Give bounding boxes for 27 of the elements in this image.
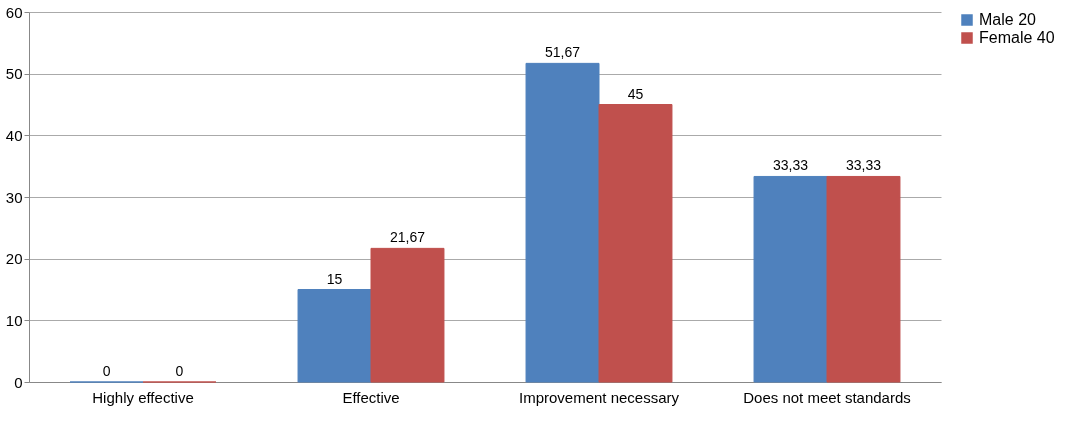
bar	[297, 289, 372, 383]
y-tick-label: 20	[5, 250, 23, 268]
legend-label: Female 40	[979, 29, 1055, 46]
bar	[753, 175, 828, 383]
legend-label: Male 20	[979, 11, 1037, 28]
y-tick-label: 30	[5, 188, 23, 206]
x-tick-label: Does not meet standards	[743, 388, 911, 406]
x-tick-label: Improvement necessary	[518, 388, 680, 406]
y-tick-label: 0	[14, 373, 23, 391]
data-label: 33,33	[845, 157, 882, 174]
bar	[826, 175, 901, 383]
bar	[598, 104, 673, 383]
bar	[370, 247, 445, 383]
data-label: 45	[627, 85, 644, 102]
x-tick-label: Highly effective	[92, 388, 194, 406]
data-label: 33,33	[773, 157, 809, 174]
y-tick-label: 60	[5, 3, 23, 21]
bar	[525, 62, 600, 383]
data-label: 51,67	[545, 44, 581, 61]
y-tick-label: 10	[5, 311, 23, 329]
data-label: 0	[102, 363, 111, 379]
data-label: 15	[326, 270, 343, 287]
x-tick-label: Effective	[342, 388, 400, 406]
data-label: 21,67	[389, 229, 426, 246]
y-tick-label: 40	[5, 126, 23, 144]
y-tick-label: 50	[5, 65, 23, 83]
data-label: 0	[175, 363, 184, 379]
